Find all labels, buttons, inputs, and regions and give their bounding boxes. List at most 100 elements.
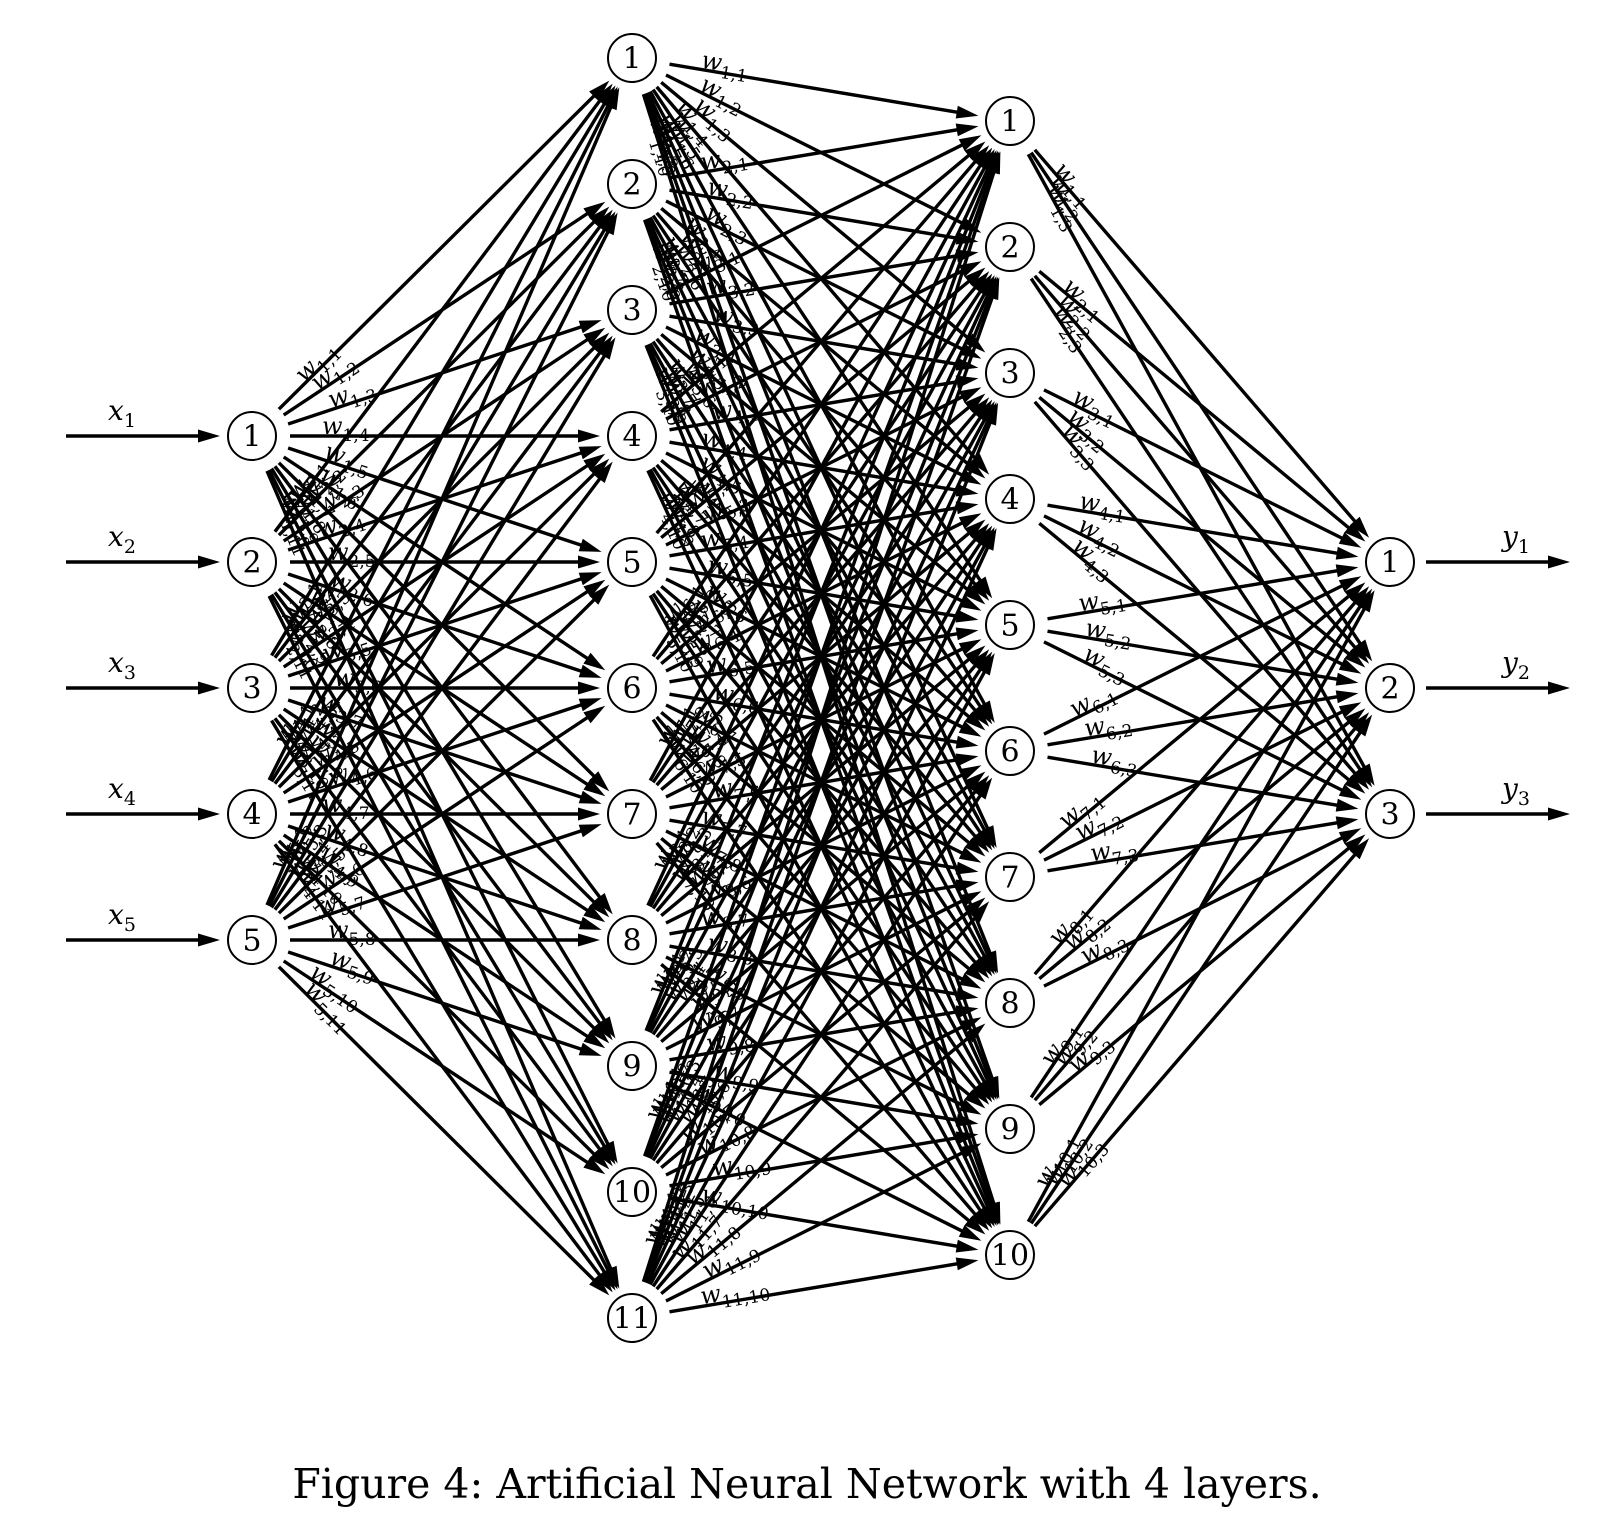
edge-l3-7-1 (1038, 582, 1366, 855)
arrowhead (974, 651, 993, 674)
arrowhead (983, 402, 999, 426)
arrowhead (1349, 586, 1370, 608)
input-label-1: x1 (108, 394, 136, 432)
edge-l1-5-6 (282, 705, 606, 921)
edge-line (644, 162, 995, 1032)
node-l4-1: 1 (1365, 537, 1415, 587)
edge-l3-4-1 (1047, 503, 1359, 560)
edge-l2-10-9 (669, 1131, 979, 1188)
edge-line (665, 1147, 971, 1303)
edge-l3-5-3 (1043, 640, 1362, 800)
node-circle (227, 915, 277, 965)
figure-caption: Figure 4: Artificial Neural Network with… (292, 1460, 1322, 1508)
arrowhead (589, 771, 610, 792)
node-l2-3: 3 (607, 285, 657, 335)
arrowhead (964, 519, 986, 539)
edge-l1-5-10 (282, 959, 606, 1175)
arrowhead (969, 775, 990, 797)
arrowhead (583, 1156, 606, 1175)
arrowhead (955, 627, 979, 641)
edge-l2-11-5 (648, 653, 995, 1286)
node-l3-6: 6 (985, 726, 1035, 776)
weight-label-l3-6-3: w6,3 (1088, 741, 1141, 782)
node-l4-3: 3 (1365, 789, 1415, 839)
node-l2-11: 11 (607, 1293, 657, 1343)
node-label: 4 (622, 420, 641, 455)
arrowhead (594, 83, 613, 105)
node-l3-10: 10 (985, 1230, 1035, 1280)
arrowhead (578, 1042, 602, 1056)
arrowhead (955, 735, 979, 749)
edge-line (1043, 580, 1351, 736)
arrowhead (1335, 816, 1359, 830)
edge-l1-5-5 (277, 584, 610, 915)
arrowhead (964, 267, 986, 287)
edge-line (669, 1134, 966, 1188)
edge-l2-5-6 (665, 577, 982, 737)
node-label: 1 (622, 42, 641, 77)
arrowhead (1338, 784, 1362, 800)
edge-line (644, 414, 995, 1284)
arrowhead (589, 584, 610, 605)
node-circle (227, 789, 277, 839)
edge-l2-1-1 (669, 62, 979, 119)
edge-line (277, 592, 602, 915)
edge-line (669, 62, 966, 116)
edge-l2-9-8 (669, 1005, 979, 1062)
arrowhead (955, 1005, 979, 1019)
node-circle (607, 411, 657, 461)
arrowhead (958, 847, 982, 863)
arrowhead (583, 1030, 606, 1049)
arrowhead (1344, 648, 1366, 668)
arrowhead (594, 209, 613, 231)
node-label: 11 (613, 1302, 651, 1337)
edge-l2-6-7 (665, 703, 982, 863)
node-label: 10 (991, 1239, 1029, 1274)
edge-line (655, 154, 982, 535)
node-label: 9 (622, 1050, 641, 1085)
edge-l1-2-1 (273, 83, 613, 533)
edge-l1-1-5 (287, 446, 602, 552)
arrowhead (578, 320, 602, 334)
arrowhead (964, 771, 986, 791)
node-circle (607, 789, 657, 839)
node-label: 6 (1000, 735, 1019, 770)
edge-l2-11-4 (646, 528, 997, 1285)
arrowhead (589, 1023, 610, 1044)
node-l2-10: 10 (607, 1167, 657, 1217)
arrowhead (1548, 681, 1570, 695)
arrowhead (598, 211, 616, 234)
output-arrow-1 (1426, 555, 1570, 569)
arrowhead (955, 1113, 979, 1127)
node-circle (985, 474, 1035, 524)
edge-l2-11-6 (651, 777, 993, 1288)
input-label-2: x2 (108, 520, 136, 558)
edge-line (1043, 388, 1351, 544)
edge-l2-11-1 (641, 151, 1001, 1283)
arrowhead (958, 1099, 982, 1115)
arrowhead (1338, 702, 1362, 718)
node-circle (607, 915, 657, 965)
node-circle (607, 33, 657, 83)
edge-line (660, 962, 977, 1228)
arrowhead (964, 837, 986, 857)
node-l2-2: 2 (607, 159, 657, 209)
edge-line (287, 950, 590, 1054)
arrowhead (578, 790, 602, 804)
edge-l3-9-1 (1029, 588, 1373, 1099)
edge-line (287, 824, 590, 928)
node-l3-4: 4 (985, 474, 1035, 524)
edges-group (265, 62, 1375, 1314)
edge-line (660, 1030, 977, 1296)
arrowhead (964, 393, 986, 413)
edge-l3-6-1 (1043, 576, 1362, 736)
node-label: 3 (1380, 798, 1399, 833)
edge-l2-4-6 (660, 458, 986, 731)
node-label: 8 (622, 924, 641, 959)
edge-line (1047, 567, 1346, 621)
edge-l1-5-8 (290, 933, 600, 947)
edge-line (665, 139, 971, 295)
node-circle (985, 852, 1035, 902)
edge-line (1029, 724, 1367, 1225)
arrowhead (964, 897, 986, 917)
